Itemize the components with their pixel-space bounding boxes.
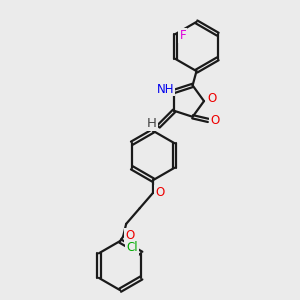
- Text: O: O: [125, 230, 134, 242]
- Text: O: O: [155, 186, 164, 199]
- Text: Cl: Cl: [126, 242, 138, 254]
- Text: NH: NH: [157, 82, 175, 95]
- Text: F: F: [179, 29, 186, 42]
- Text: O: O: [210, 114, 219, 127]
- Text: O: O: [207, 92, 216, 105]
- Text: H: H: [147, 117, 157, 130]
